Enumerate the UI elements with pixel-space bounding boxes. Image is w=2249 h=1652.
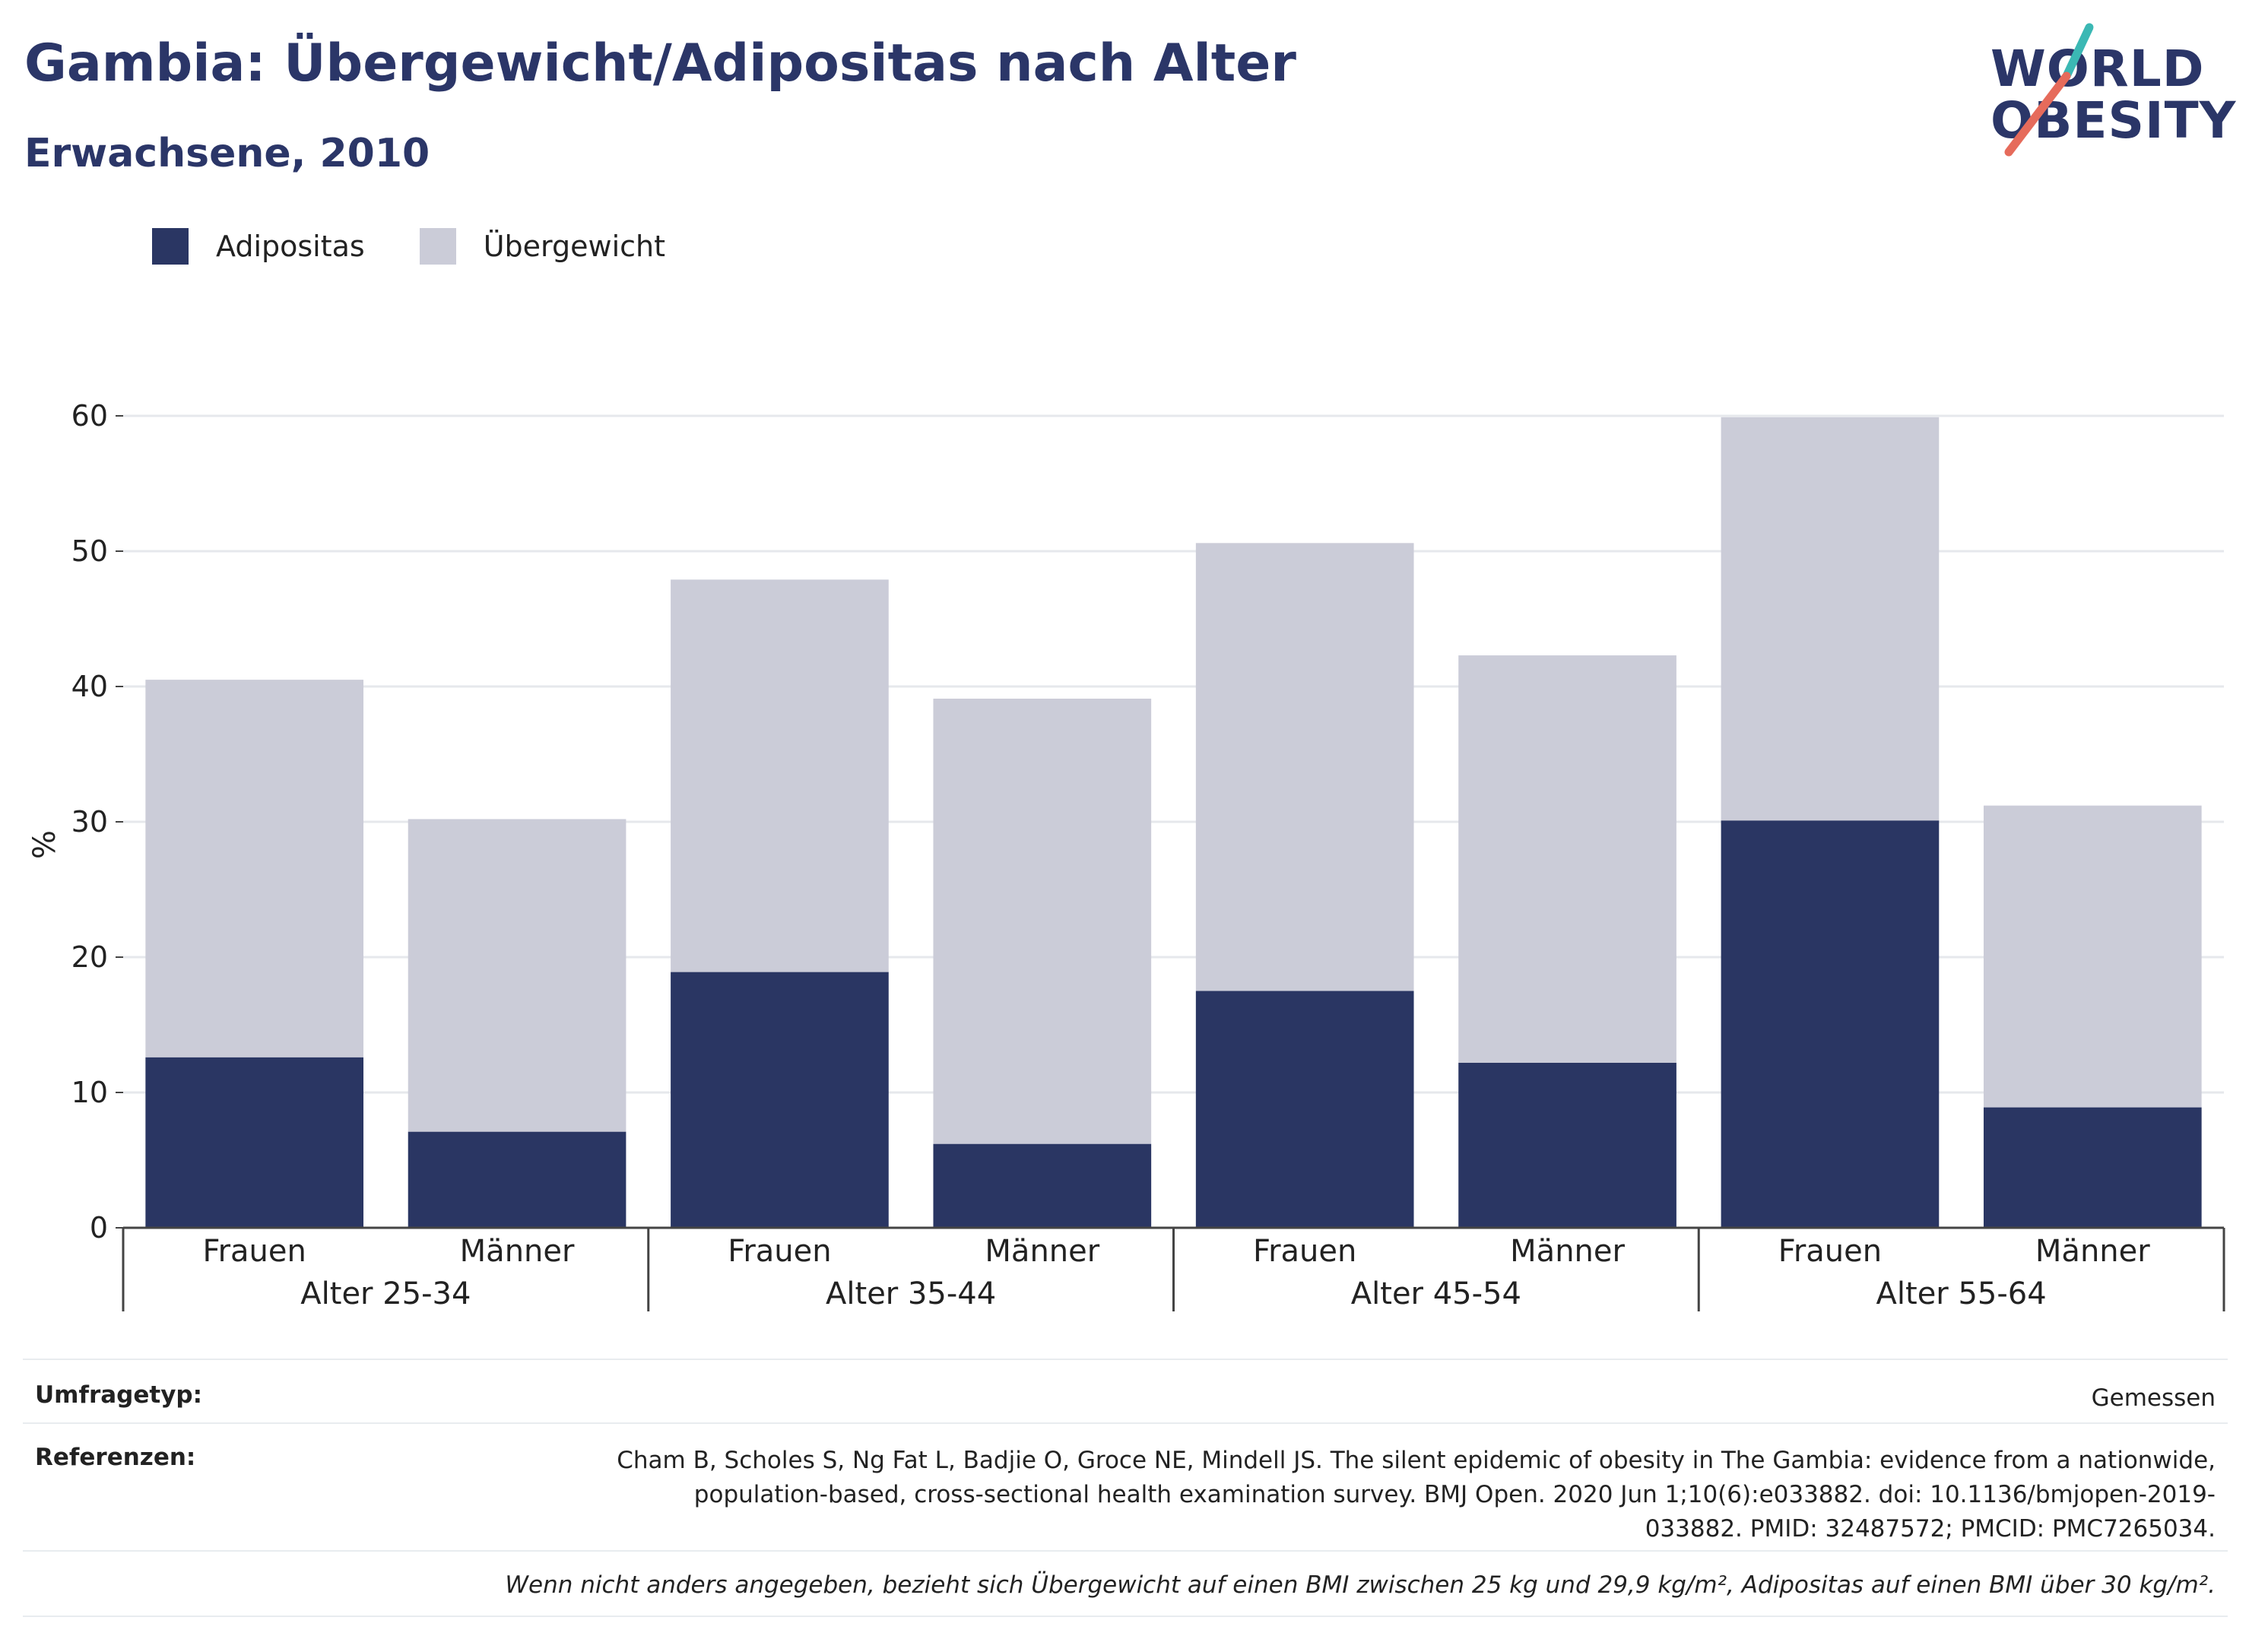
legend-swatch-uebergewicht xyxy=(419,228,456,265)
legend-label-adipositas: Adipositas xyxy=(216,230,365,263)
world-obesity-logo: WORLD OBESITY xyxy=(1977,21,2235,166)
survey-type-value: Gemessen xyxy=(2091,1384,2216,1412)
legend-item-uebergewicht: Übergewicht xyxy=(419,228,665,265)
bar-adipositas xyxy=(1195,991,1414,1228)
logo-slash-icon xyxy=(2004,23,2094,157)
bar-uebergewicht xyxy=(408,819,626,1132)
footer-survey-row: Umfragetyp: Gemessen xyxy=(23,1359,2228,1424)
x-tick-label: Männer xyxy=(985,1234,1099,1269)
group-label: Alter 45-54 xyxy=(1351,1276,1521,1311)
references-label: Referenzen: xyxy=(35,1444,196,1471)
legend-swatch-adipositas xyxy=(152,228,189,265)
x-tick-label: Frauen xyxy=(1778,1234,1882,1269)
group-label: Alter 35-44 xyxy=(826,1276,996,1311)
bar-adipositas xyxy=(145,1057,364,1228)
y-tick-label: 0 xyxy=(90,1211,108,1245)
footer-note-row: Wenn nicht anders angegeben, bezieht sic… xyxy=(23,1550,2228,1617)
legend: Adipositas Übergewicht xyxy=(152,228,720,265)
y-tick-label: 40 xyxy=(71,670,108,703)
bar-uebergewicht xyxy=(1195,543,1414,991)
bar-adipositas xyxy=(1721,820,1940,1228)
bar-adipositas xyxy=(1458,1062,1676,1228)
bar-uebergewicht xyxy=(1458,655,1676,1063)
x-tick-label: Frauen xyxy=(728,1234,831,1269)
group-label: Alter 25-34 xyxy=(300,1276,471,1311)
y-tick-label: 20 xyxy=(71,940,108,974)
survey-type-label: Umfragetyp: xyxy=(35,1381,202,1409)
y-tick-label: 50 xyxy=(71,534,108,568)
x-tick-label: Männer xyxy=(1510,1234,1625,1269)
stacked-bar-chart: 0 10 20 30 40 50 60% Frauen Männer Frauen Männer Fr… xyxy=(27,399,2225,1311)
x-tick-label: Frauen xyxy=(1253,1234,1356,1269)
bar-uebergewicht xyxy=(1721,417,1940,821)
y-tick-label: 60 xyxy=(71,399,108,433)
x-tick-label: Frauen xyxy=(203,1234,306,1269)
reference-line-2: population-based, cross-sectional health… xyxy=(693,1480,2216,1508)
bar-uebergewicht xyxy=(671,579,889,972)
x-tick-label: Männer xyxy=(2035,1234,2150,1269)
legend-item-adipositas: Adipositas xyxy=(152,228,365,265)
y-axis-label: % xyxy=(27,830,62,859)
x-tick-label: Männer xyxy=(460,1234,575,1269)
bar-adipositas xyxy=(933,1143,1152,1228)
y-tick-label: 30 xyxy=(71,805,108,839)
bar-uebergewicht xyxy=(145,680,364,1057)
definition-note: Wenn nicht anders angegeben, bezieht sic… xyxy=(505,1571,2216,1599)
bar-uebergewicht xyxy=(933,699,1152,1144)
group-label: Alter 55-64 xyxy=(1876,1276,2047,1311)
chart-title: Gambia: Übergewicht/Adipositas nach Alte… xyxy=(24,33,1296,94)
chart-subtitle: Erwachsene, 2010 xyxy=(24,131,430,176)
y-tick-label: 10 xyxy=(71,1076,108,1109)
bar-adipositas xyxy=(671,972,889,1228)
reference-line-3: 033882. PMID: 32487572; PMCID: PMC726503… xyxy=(1645,1514,2216,1543)
footer-references-row: Referenzen: Cham B, Scholes S, Ng Fat L,… xyxy=(23,1422,2228,1552)
references-value: Cham B, Scholes S, Ng Fat L, Badjie O, G… xyxy=(617,1444,2216,1546)
bar-adipositas xyxy=(408,1131,626,1228)
logo-line1: WORLD xyxy=(1990,40,2205,98)
bar-adipositas xyxy=(1983,1107,2202,1228)
bar-uebergewicht xyxy=(1983,805,2202,1108)
reference-line-1: Cham B, Scholes S, Ng Fat L, Badjie O, G… xyxy=(617,1447,2216,1474)
legend-label-uebergewicht: Übergewicht xyxy=(483,230,665,263)
